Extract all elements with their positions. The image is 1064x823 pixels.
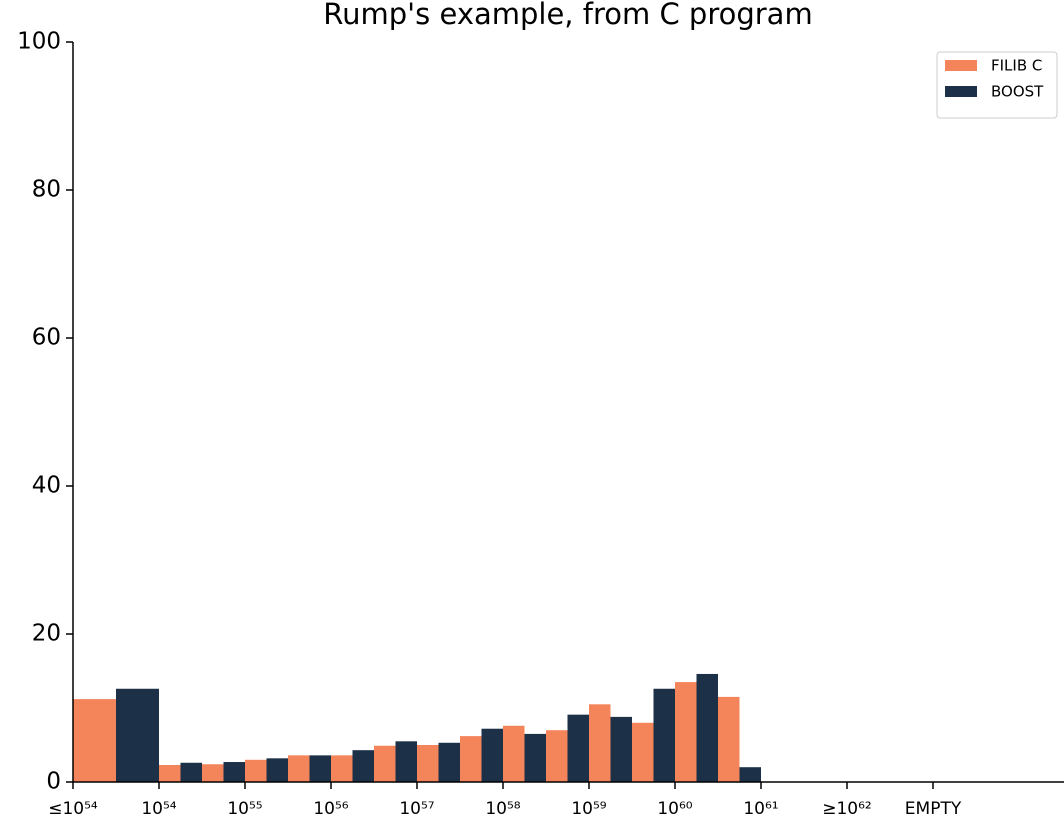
bar [718, 696, 740, 782]
bar [116, 688, 159, 782]
bar [352, 750, 374, 782]
bar [739, 767, 761, 782]
chart-title: Rump's example, from C program [323, 0, 812, 31]
bar [180, 762, 202, 782]
bar [374, 745, 396, 782]
bar [632, 722, 654, 782]
bar [395, 741, 417, 782]
x-tick-label: 10⁶¹ [743, 799, 778, 819]
bar [309, 755, 331, 782]
y-tick-label: 20 [32, 621, 61, 647]
bar [653, 688, 675, 782]
x-tick-label: 10⁵⁹ [571, 799, 606, 819]
y-tick-label: 40 [32, 473, 61, 499]
bar [438, 742, 460, 782]
bar [73, 699, 116, 782]
legend-swatch [945, 60, 977, 71]
x-tick-label: ≤10⁵⁴ [48, 799, 98, 819]
legend-swatch [945, 86, 977, 97]
x-tick-label: 10⁵⁸ [485, 799, 520, 819]
x-tick-label: 10⁶⁰ [657, 799, 692, 819]
bar [223, 762, 245, 782]
bar [331, 755, 353, 782]
bar [675, 682, 697, 782]
bar [524, 733, 546, 782]
bar [460, 736, 482, 782]
y-tick-label: 60 [32, 325, 61, 351]
x-tick-label: 10⁵⁶ [313, 799, 348, 819]
legend-label: FILIB C [991, 57, 1042, 75]
bar [481, 728, 503, 782]
bar [567, 714, 589, 782]
bar [546, 730, 568, 782]
bar [266, 758, 288, 782]
bar [202, 764, 224, 782]
bar [417, 745, 439, 782]
x-tick-label: EMPTY [905, 799, 962, 819]
bar [288, 755, 310, 782]
bar [696, 673, 718, 782]
y-tick-label: 0 [46, 769, 61, 795]
x-tick-label: 10⁵⁵ [227, 799, 262, 819]
bar [245, 759, 267, 782]
bar [610, 716, 632, 782]
y-tick-label: 80 [32, 177, 61, 203]
bar [503, 725, 525, 782]
x-tick-label: ≥10⁶² [822, 799, 872, 819]
bar [589, 704, 611, 782]
x-tick-label: 10⁵⁴ [141, 799, 176, 819]
x-tick-label: 10⁵⁷ [399, 799, 434, 819]
bar [159, 764, 181, 782]
y-tick-label: 100 [17, 29, 61, 55]
legend-label: BOOST [991, 83, 1044, 101]
